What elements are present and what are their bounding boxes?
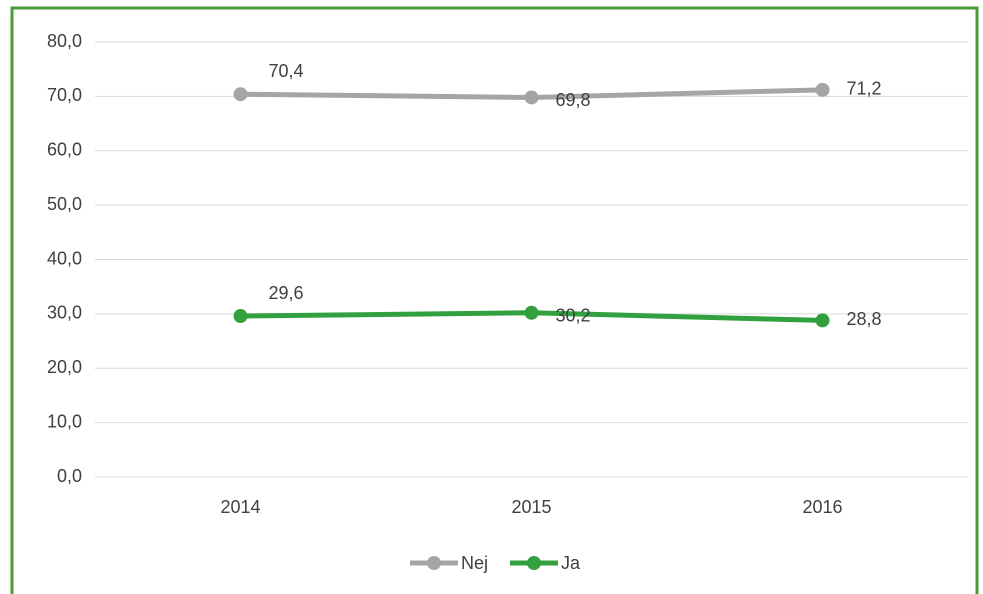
data-point [524, 90, 539, 105]
legend-label: Nej [461, 553, 488, 573]
legend-label: Ja [561, 553, 581, 573]
data-point [815, 82, 830, 97]
data-point [233, 309, 248, 324]
legend-marker [427, 556, 441, 570]
y-tick-label: 20,0 [47, 357, 82, 377]
data-label: 71,2 [847, 79, 882, 99]
data-label: 29,6 [269, 283, 304, 303]
y-tick-label: 50,0 [47, 194, 82, 214]
y-tick-label: 80,0 [47, 31, 82, 51]
data-label: 28,8 [847, 309, 882, 329]
data-label: 30,2 [556, 306, 591, 326]
y-tick-label: 10,0 [47, 411, 82, 431]
x-tick-label: 2014 [220, 497, 260, 517]
data-label: 69,8 [556, 90, 591, 110]
data-point [815, 313, 830, 328]
y-tick-label: 60,0 [47, 140, 82, 160]
y-tick-label: 30,0 [47, 303, 82, 323]
x-tick-label: 2016 [802, 497, 842, 517]
x-tick-label: 2015 [511, 497, 551, 517]
data-point [524, 305, 539, 320]
data-label: 70,4 [269, 61, 304, 81]
legend-marker [527, 556, 541, 570]
y-tick-label: 40,0 [47, 248, 82, 268]
y-tick-label: 70,0 [47, 85, 82, 105]
data-point [233, 87, 248, 102]
y-tick-label: 0,0 [57, 466, 82, 486]
chart-frame [10, 6, 979, 594]
